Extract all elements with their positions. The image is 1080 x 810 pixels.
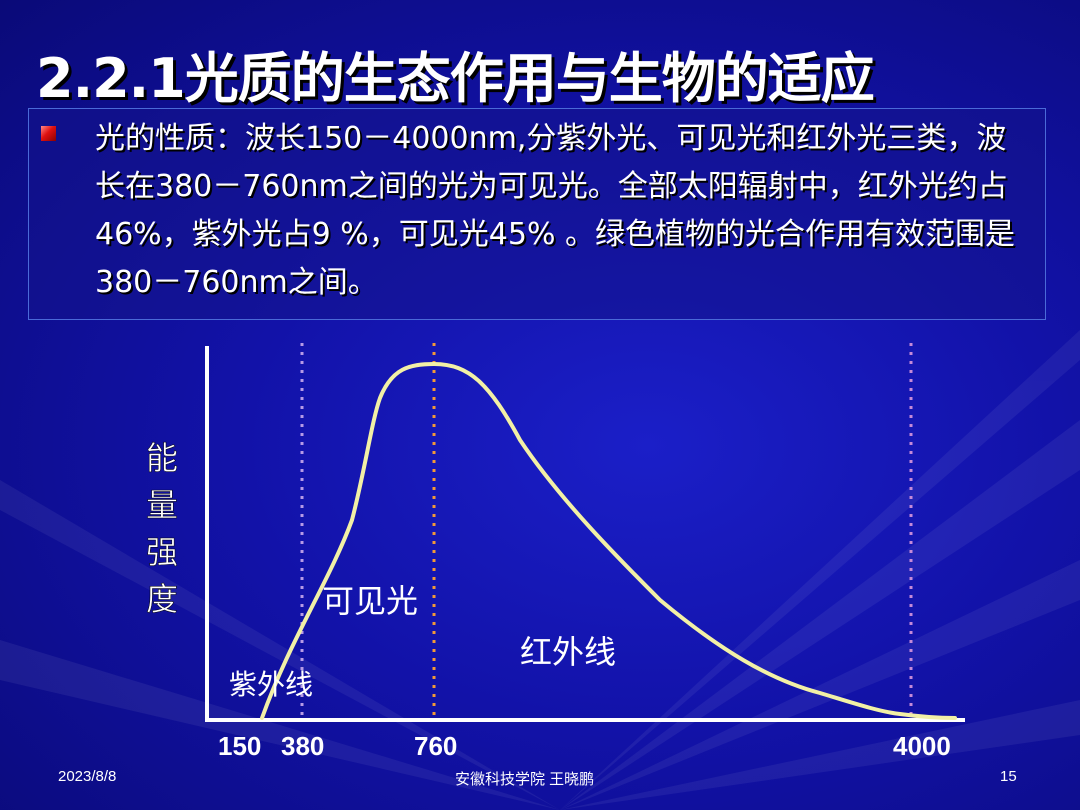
label-visible: 可见光 [322,582,418,620]
tick-380: 380 [281,731,324,761]
footer-date: 2023/8/8 [58,768,117,785]
footer-page-number: 15 [1000,768,1017,785]
footer-institution: 安徽科技学院 王晓鹏 [455,771,595,788]
tick-4000: 4000 [893,731,951,761]
content-text-box: 光的性质：波长150－4000nm,分紫外光、可见光和红外光三类，波长在380－… [28,108,1046,320]
square-bullet-icon [41,126,56,141]
content-paragraph: 光的性质：波长150－4000nm,分紫外光、可见光和红外光三类，波长在380－… [95,121,1016,300]
label-infrared: 红外线 [520,633,616,671]
label-ultraviolet: 紫外线 [229,668,313,701]
y-axis-label-char-1: 能 [146,439,178,477]
y-axis-label-char-4: 度 [146,580,178,618]
energy-curve [260,362,957,720]
slide-title: 2.2.1光质的生态作用与生物的适应 [36,47,875,110]
y-axis-label-char-2: 量 [146,486,178,524]
y-axis-label-char-3: 强 [146,533,178,571]
tick-760: 760 [414,731,457,761]
tick-150: 150 [218,731,261,761]
